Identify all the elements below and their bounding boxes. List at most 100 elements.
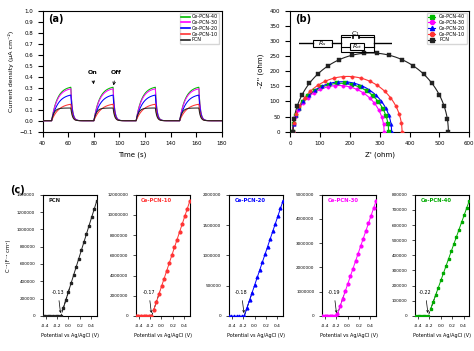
Point xyxy=(289,129,297,134)
Point xyxy=(360,51,368,56)
Point xyxy=(296,103,303,108)
Point xyxy=(295,105,302,111)
Point xyxy=(333,81,340,86)
Point xyxy=(371,100,378,106)
Point xyxy=(436,92,443,98)
Point xyxy=(324,84,331,90)
Point xyxy=(357,75,365,81)
Point xyxy=(290,120,298,126)
Point xyxy=(292,114,299,119)
Point xyxy=(330,75,338,81)
Point xyxy=(289,129,297,134)
Point xyxy=(327,80,334,86)
Text: (b): (b) xyxy=(295,14,311,24)
Point xyxy=(304,95,311,101)
Point xyxy=(374,99,382,105)
Point xyxy=(321,78,329,84)
Point xyxy=(289,129,297,134)
Point xyxy=(289,129,297,134)
Point xyxy=(380,122,387,127)
Text: PCN: PCN xyxy=(48,198,60,203)
Point xyxy=(398,120,405,126)
Point xyxy=(356,85,364,90)
Point xyxy=(374,51,381,56)
Text: -0.19: -0.19 xyxy=(328,290,340,312)
Y-axis label: -Z'' (ohm): -Z'' (ohm) xyxy=(258,54,264,88)
Point xyxy=(292,113,300,119)
Point xyxy=(374,82,381,88)
Point xyxy=(440,103,448,109)
Point xyxy=(387,95,394,100)
Y-axis label: C⁻²(F⁻² cm⁴): C⁻²(F⁻² cm⁴) xyxy=(6,239,11,272)
Text: Ce-PCN-20: Ce-PCN-20 xyxy=(234,198,265,203)
Point xyxy=(311,87,319,93)
X-axis label: Potential vs Ag/AgCl (V): Potential vs Ag/AgCl (V) xyxy=(413,333,471,338)
Point xyxy=(311,88,319,94)
Point xyxy=(314,82,322,88)
Point xyxy=(444,117,451,122)
Point xyxy=(299,100,307,106)
Point xyxy=(385,129,392,134)
Point xyxy=(298,92,306,98)
Point xyxy=(375,107,383,113)
Point xyxy=(377,98,385,104)
X-axis label: Potential vs Ag/AgCl (V): Potential vs Ag/AgCl (V) xyxy=(227,333,285,338)
Point xyxy=(409,63,417,68)
X-axis label: Time (s): Time (s) xyxy=(118,152,146,159)
Point xyxy=(365,87,373,93)
Point xyxy=(360,90,367,96)
Point xyxy=(304,93,312,99)
Text: Ce-PCN-40: Ce-PCN-40 xyxy=(420,198,452,203)
Text: (c): (c) xyxy=(10,185,25,195)
Point xyxy=(314,71,321,77)
Legend: Ce-PCN-40, Ce-PCN-30, Ce-PCN-20, Ce-PCN-10, PCN: Ce-PCN-40, Ce-PCN-30, Ce-PCN-20, Ce-PCN-… xyxy=(180,13,219,44)
Point xyxy=(380,129,388,134)
Point xyxy=(395,111,403,117)
Point xyxy=(346,84,354,90)
X-axis label: Potential vs Ag/AgCl (V): Potential vs Ag/AgCl (V) xyxy=(134,333,192,338)
Point xyxy=(348,74,356,79)
Point xyxy=(386,53,393,58)
Point xyxy=(382,105,390,111)
Point xyxy=(445,129,452,134)
Point xyxy=(398,129,406,134)
Text: Ce-PCN-10: Ce-PCN-10 xyxy=(141,198,173,203)
Point xyxy=(379,106,387,112)
Point xyxy=(370,93,377,99)
Point xyxy=(358,83,366,89)
Point xyxy=(343,79,350,85)
Point xyxy=(378,114,385,119)
Point xyxy=(326,82,333,87)
Point xyxy=(293,103,301,109)
Point xyxy=(384,121,392,127)
Point xyxy=(307,88,314,94)
Point xyxy=(420,71,428,77)
Point xyxy=(301,95,309,100)
Point xyxy=(366,95,374,101)
Point xyxy=(350,80,358,86)
Point xyxy=(339,83,346,88)
Point xyxy=(290,121,297,127)
Point xyxy=(289,129,297,134)
Point xyxy=(372,92,380,98)
Point xyxy=(388,129,395,134)
Point xyxy=(399,57,406,62)
Text: On: On xyxy=(88,71,98,84)
Text: -0.13: -0.13 xyxy=(52,290,64,312)
Point xyxy=(295,106,302,112)
Point xyxy=(300,98,307,104)
Point xyxy=(319,83,326,89)
Point xyxy=(290,117,298,122)
Text: -0.22: -0.22 xyxy=(419,290,432,312)
Point xyxy=(363,88,371,94)
Text: (a): (a) xyxy=(48,14,64,24)
Point xyxy=(382,113,390,119)
Y-axis label: Current density (μA cm⁻²): Current density (μA cm⁻²) xyxy=(8,31,14,112)
Text: -0.18: -0.18 xyxy=(235,290,248,312)
Point xyxy=(339,74,346,79)
Text: Ce-PCN-30: Ce-PCN-30 xyxy=(328,198,358,203)
Point xyxy=(292,113,300,118)
Point xyxy=(300,99,307,105)
X-axis label: Potential vs Ag/AgCl (V): Potential vs Ag/AgCl (V) xyxy=(320,333,378,338)
Point xyxy=(341,81,349,86)
